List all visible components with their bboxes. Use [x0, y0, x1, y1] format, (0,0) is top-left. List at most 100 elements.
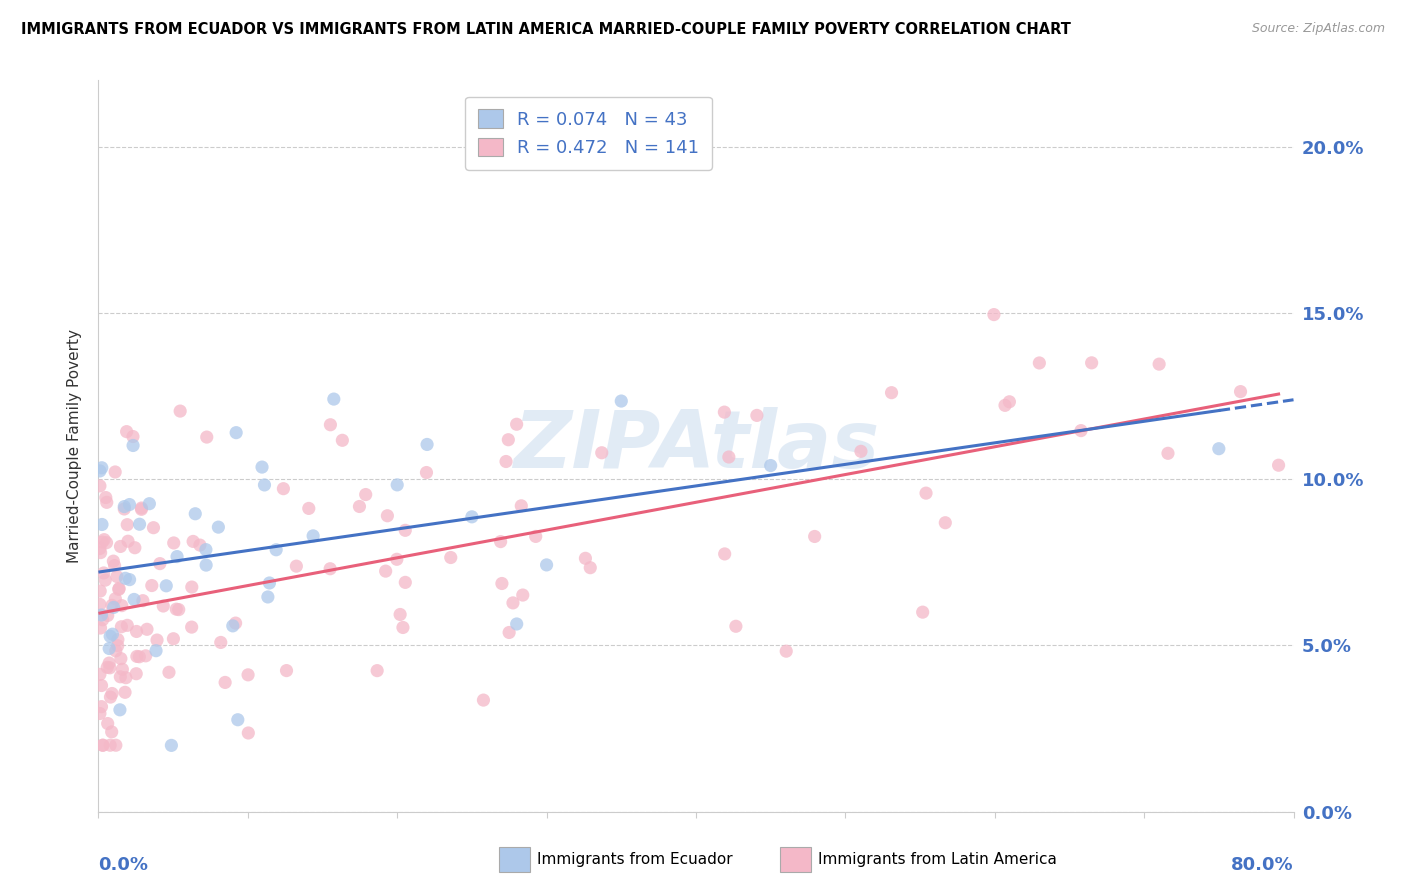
Point [524, 529, 547, 543]
Point [141, 578, 163, 592]
Point [89, 464, 111, 478]
Point [131, 502, 153, 516]
Point [98, 738, 121, 752]
Point [167, 602, 190, 616]
Point [149, 557, 172, 571]
Point [713, 547, 735, 561]
Point [273, 482, 295, 496]
Point [91, 613, 114, 627]
Point [253, 478, 276, 492]
Point [157, 665, 180, 680]
Point [103, 558, 125, 573]
Point [238, 726, 260, 740]
Point [132, 593, 155, 607]
Point [89, 667, 111, 681]
Point [259, 576, 281, 591]
Point [108, 703, 131, 717]
Point [155, 579, 177, 593]
Point [112, 500, 135, 514]
Point [115, 671, 138, 685]
Point [115, 517, 138, 532]
Point [100, 690, 122, 704]
Point [385, 552, 408, 566]
Point [111, 662, 134, 676]
Point [416, 437, 439, 451]
Point [97, 716, 120, 731]
Point [377, 508, 399, 523]
Point [122, 592, 145, 607]
Point [264, 542, 287, 557]
Point [108, 582, 131, 596]
Point [536, 558, 558, 572]
Point [745, 409, 768, 423]
Point [184, 507, 207, 521]
Point [498, 625, 520, 640]
Text: Source: ZipAtlas.com: Source: ZipAtlas.com [1251, 22, 1385, 36]
Point [489, 534, 512, 549]
Point [122, 429, 145, 443]
Text: 80.0%: 80.0% [1230, 855, 1294, 873]
Point [236, 668, 259, 682]
Point [94, 491, 117, 505]
Point [209, 635, 232, 649]
Point [374, 564, 396, 578]
Point [880, 385, 903, 400]
Point [849, 444, 872, 458]
Point [91, 517, 114, 532]
Point [222, 619, 245, 633]
Point [495, 454, 517, 468]
Point [610, 394, 633, 409]
Point [114, 571, 136, 585]
Point [103, 600, 125, 615]
Point [257, 590, 280, 604]
Point [89, 584, 111, 599]
Point [319, 562, 342, 576]
Point [803, 529, 825, 543]
Point [510, 499, 533, 513]
Point [107, 632, 129, 647]
Point [207, 520, 229, 534]
Point [93, 566, 115, 580]
Text: ZIPAtlas: ZIPAtlas [513, 407, 879, 485]
Point [138, 497, 160, 511]
Point [98, 641, 121, 656]
Point [128, 649, 150, 664]
Point [322, 392, 344, 406]
Point [591, 446, 613, 460]
Point [146, 633, 169, 648]
Point [1208, 442, 1230, 456]
Point [91, 738, 114, 752]
Point [105, 569, 128, 583]
Text: Immigrants from Latin America: Immigrants from Latin America [818, 853, 1057, 867]
Point [114, 685, 136, 699]
Point [104, 465, 127, 479]
Point [110, 540, 132, 554]
Text: 0.0%: 0.0% [98, 855, 149, 873]
Point [713, 405, 735, 419]
Point [498, 433, 520, 447]
Point [298, 501, 321, 516]
Point [160, 739, 183, 753]
Point [276, 664, 298, 678]
Point [354, 487, 377, 501]
Point [366, 664, 388, 678]
Point [136, 622, 159, 636]
Point [122, 438, 145, 452]
Point [96, 535, 118, 549]
Point [330, 434, 353, 448]
Point [180, 620, 202, 634]
Point [90, 460, 112, 475]
Point [166, 549, 188, 564]
Point [101, 627, 124, 641]
Point [111, 599, 134, 613]
Point [502, 596, 524, 610]
Point [512, 588, 534, 602]
Point [394, 575, 416, 590]
Point [169, 404, 191, 418]
Point [90, 546, 112, 560]
Point [125, 649, 148, 664]
Point [96, 495, 118, 509]
Point [142, 521, 165, 535]
Point [93, 533, 115, 547]
Point [181, 534, 204, 549]
